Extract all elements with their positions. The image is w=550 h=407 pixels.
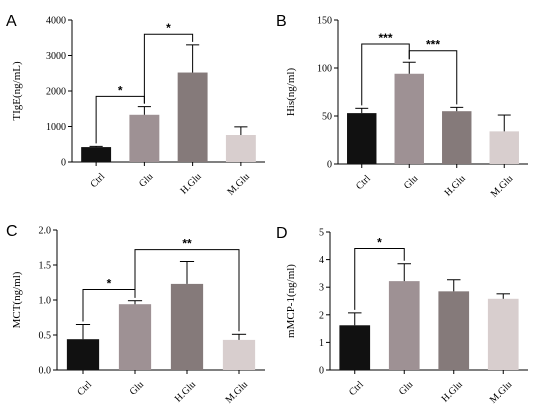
chart-panel-a: A TIgE(ng/mL) 0 1000 2000 3000 4000 Ctrl Glu H.Gl… [6, 13, 265, 198]
bar-glu [388, 281, 420, 370]
bar-glu [118, 304, 152, 370]
bar-ctrl [347, 113, 377, 164]
y-tick-label: 1.5 [39, 261, 52, 272]
x-tick-label: Ctrl [347, 379, 366, 398]
x-tick-label: H.Glu [440, 379, 465, 404]
panel-label: D [276, 225, 288, 242]
significance-label: * [107, 277, 112, 291]
x-tick-label: H.Glu [178, 171, 203, 196]
x-tick-label: Glu [128, 379, 146, 397]
significance-label: *** [426, 38, 440, 52]
bar-mglu [225, 135, 256, 162]
significance-bracket [354, 248, 405, 310]
x-tick-label: Glu [397, 379, 415, 397]
bar-ctrl [81, 147, 112, 162]
x-tick-label: H.Glu [173, 379, 198, 404]
bar-hglu [442, 111, 472, 164]
bar-hglu [177, 72, 208, 162]
y-tick-label: 3000 [46, 51, 66, 62]
bar-ctrl [66, 339, 100, 370]
bar-mglu [222, 339, 256, 370]
bar-ctrl [339, 325, 371, 370]
x-tick-label: M.Glu [224, 379, 250, 405]
chart-panel-b: B His(ng/ml) 0 50 100 150 Ctrl Glu H.Glu M.Glu ***… [276, 13, 528, 200]
bar-glu [129, 114, 160, 162]
y-axis-label: His(ng/ml) [285, 68, 297, 117]
x-tick-label: M.Glu [488, 379, 514, 405]
x-tick-label: Ctrl [88, 171, 107, 190]
significance-label: ** [182, 237, 192, 251]
y-tick-label: 100 [317, 64, 332, 75]
y-tick-label: 2 [319, 310, 324, 321]
bar-hglu [438, 291, 470, 370]
x-tick-label: Glu [402, 173, 420, 191]
y-axis-label: TIgE(ng/mL) [11, 61, 23, 121]
y-tick-label: 0.0 [39, 366, 52, 377]
y-axis-label: mMCP-1(ng/ml) [285, 264, 297, 338]
y-tick-label: 0.5 [39, 331, 52, 342]
y-tick-label: 2000 [46, 87, 66, 98]
significance-bracket [134, 249, 240, 332]
bar-mglu [487, 298, 519, 370]
bar-glu [394, 73, 424, 164]
panel-label: A [6, 13, 17, 30]
chart-panel-c: C MCT(ng/ml) 0.0 0.5 1.0 1.5 2.0 Ctrl Glu H.Glu M.… [6, 223, 265, 406]
x-tick-label: M.Glu [489, 173, 515, 199]
y-tick-label: 5 [319, 228, 324, 239]
significance-label: * [377, 236, 382, 250]
x-tick-label: Ctrl [75, 379, 94, 398]
x-tick-label: Glu [137, 171, 155, 189]
significance-label: * [118, 83, 123, 97]
panel-label: B [276, 13, 287, 30]
significance-label: * [166, 21, 171, 35]
x-tick-label: H.Glu [443, 173, 468, 198]
y-tick-label: 1000 [46, 122, 66, 133]
y-tick-label: 0 [327, 160, 332, 171]
y-axis-label: MCT(ng/ml) [11, 271, 23, 328]
y-tick-label: 150 [317, 16, 332, 27]
significance-bracket [408, 50, 458, 105]
y-tick-label: 0 [319, 366, 324, 377]
y-tick-label: 4000 [46, 16, 66, 27]
y-tick-label: 4 [319, 255, 324, 266]
y-tick-label: 2.0 [39, 226, 52, 237]
significance-label: *** [378, 31, 392, 45]
x-tick-label: Ctrl [354, 173, 373, 192]
y-tick-label: 50 [322, 112, 332, 123]
y-tick-label: 3 [319, 283, 324, 294]
bar-mglu [489, 131, 519, 164]
y-tick-label: 1 [319, 338, 324, 349]
y-tick-label: 0 [61, 158, 66, 169]
significance-bracket [143, 33, 194, 104]
panel-label: C [6, 223, 18, 240]
bar-hglu [170, 283, 204, 370]
y-tick-label: 1.0 [39, 296, 52, 307]
x-tick-label: M.Glu [225, 171, 251, 197]
